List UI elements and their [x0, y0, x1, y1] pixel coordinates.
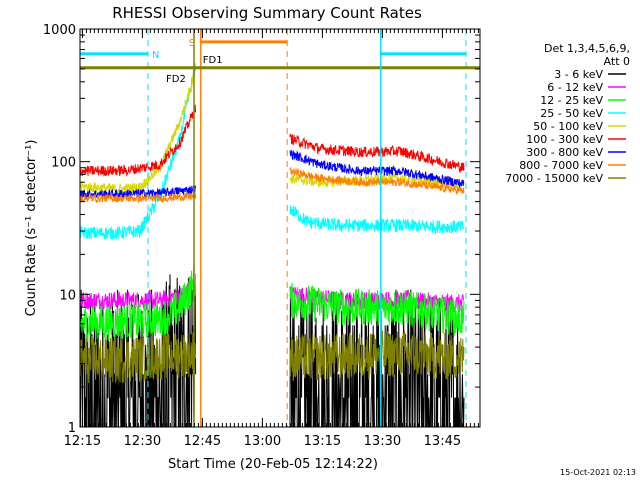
x-tick-label-5: 13:30 — [364, 434, 401, 449]
x-tick-label-0: 12:15 — [64, 434, 101, 449]
series-line-2 — [79, 266, 465, 344]
y-axis-label: Count Rate (s⁻¹ detector⁻¹) — [24, 140, 39, 317]
x-tick-label-2: 12:45 — [184, 434, 221, 449]
legend-label-3: 25 - 50 keV — [540, 107, 603, 120]
y-tick-label-3: 1000 — [43, 23, 76, 38]
x-tick-label-6: 13:45 — [424, 434, 461, 449]
marker-layer: N S FD1 FD2 — [80, 29, 480, 427]
plot-frame — [79, 28, 481, 428]
legend-label-5: 100 - 300 keV — [526, 133, 603, 146]
legend-label-2: 12 - 25 keV — [540, 94, 603, 107]
marker-label-n: N — [152, 50, 159, 61]
series-line-7 — [79, 167, 465, 204]
legend-label-4: 50 - 100 keV — [533, 120, 603, 133]
x-tick-label-4: 13:15 — [304, 434, 341, 449]
legend-header-line-1: Att 0 — [604, 55, 630, 68]
x-tick-label-1: 12:30 — [124, 434, 161, 449]
legend-label-6: 300 - 800 keV — [526, 146, 603, 159]
y-tick-label-2: 100 — [51, 156, 76, 171]
series-layer — [79, 63, 465, 428]
series-line-6 — [79, 149, 465, 200]
axis-layer: 12:15 12:30 12:45 13:00 13:15 13:30 13:45 1 10 10… — [43, 23, 480, 449]
y-tick-label-0: 1 — [68, 421, 76, 436]
marker-label-fd2: FD2 — [166, 74, 186, 85]
legend-label-1: 6 - 12 keV — [547, 81, 603, 94]
footer-timestamp: 15-Oct-2021 02:13 — [560, 468, 636, 477]
series-line-8 — [79, 330, 465, 384]
legend-label-7: 800 - 7000 keV — [519, 159, 603, 172]
chart-title: RHESSI Observing Summary Count Rates — [112, 4, 422, 22]
series-line-3 — [79, 63, 465, 242]
marker-label-s: S — [189, 38, 195, 49]
legend-header-line-0: Det 1,3,4,5,6,9, — [544, 42, 630, 55]
y-tick-label-1: 10 — [59, 288, 76, 303]
legend-label-0: 3 - 6 keV — [554, 68, 603, 81]
series-line-5 — [79, 104, 465, 178]
legend-label-8: 7000 - 15000 keV — [505, 172, 603, 185]
marker-label-fd1: FD1 — [203, 55, 223, 66]
x-axis-label: Start Time (20-Feb-05 12:14:22) — [168, 457, 378, 472]
x-tick-label-3: 13:00 — [244, 434, 281, 449]
